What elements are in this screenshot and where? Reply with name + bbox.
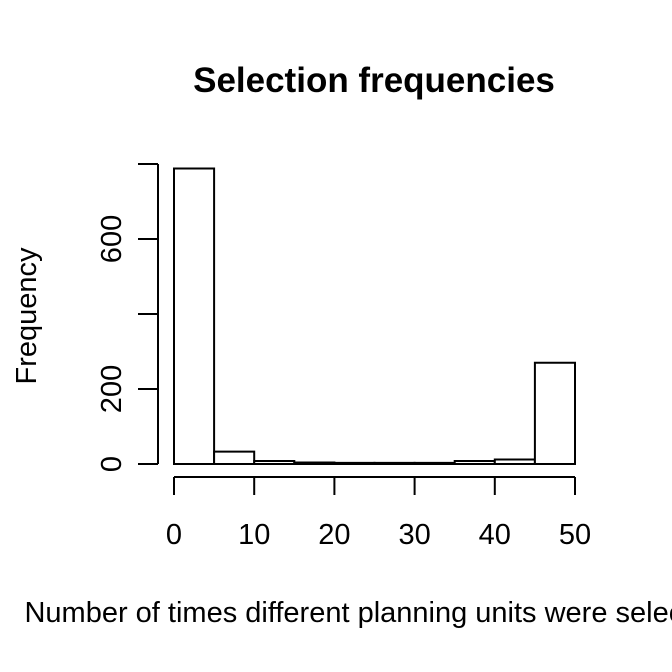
y-tick-label: 600 [96, 215, 128, 263]
x-tick-label: 30 [398, 519, 430, 551]
histogram-bar [453, 460, 496, 465]
bars-group [173, 167, 577, 465]
y-tick-label: 0 [96, 456, 128, 472]
histogram-bar [293, 461, 336, 465]
histogram-bar [413, 461, 456, 465]
y-axis: 0 200 600 [96, 163, 159, 472]
histogram-bar [333, 461, 376, 465]
histogram-bar [173, 167, 216, 465]
x-tick-label: 40 [479, 519, 511, 551]
y-tick-label: 200 [96, 365, 128, 413]
x-axis: 0 10 20 30 40 50 [166, 476, 591, 551]
histogram-bar [373, 461, 416, 465]
x-tick-label: 20 [318, 519, 350, 551]
histogram-bar [493, 458, 536, 465]
x-axis-label: Number of times different planning units… [24, 597, 672, 629]
histogram-bar [213, 450, 256, 465]
x-tick-label: 0 [166, 519, 182, 551]
histogram-bar [253, 460, 296, 465]
x-tick-label: 50 [559, 519, 591, 551]
y-axis-label: Frequency [11, 247, 43, 385]
x-tick-label: 10 [238, 519, 270, 551]
chart-title: Selection frequencies [193, 61, 555, 100]
histogram-bar [533, 361, 577, 465]
